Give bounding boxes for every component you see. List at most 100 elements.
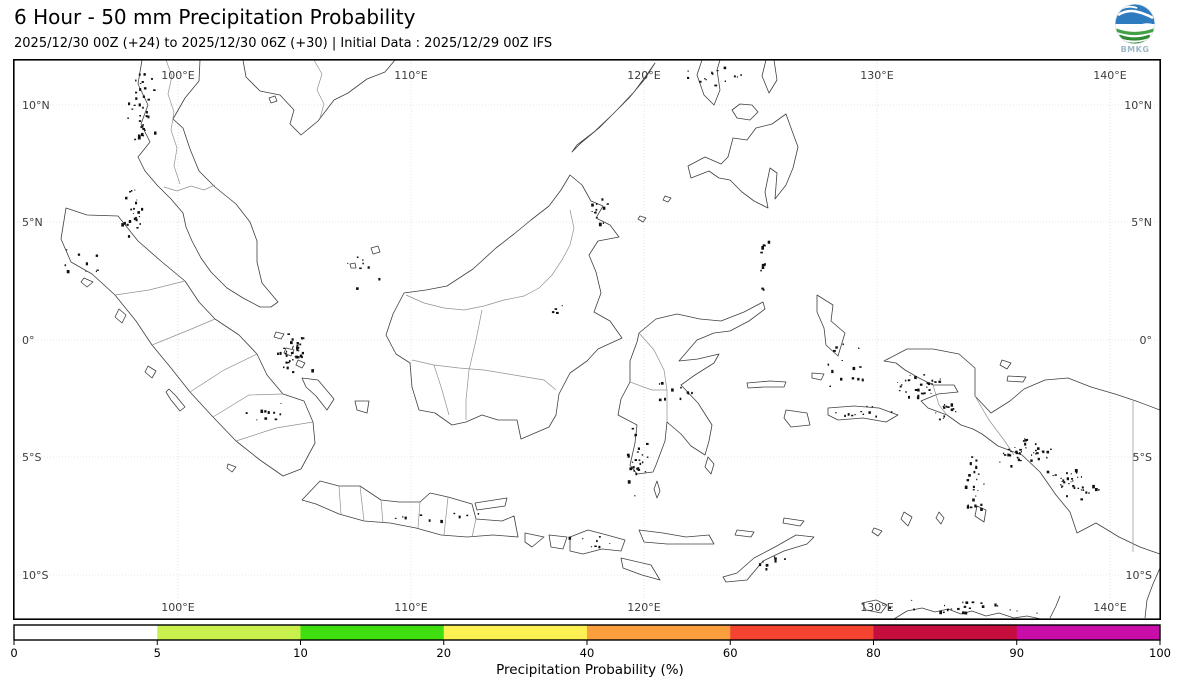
coastline-singkep <box>295 359 306 369</box>
coastline-enggano <box>226 463 237 473</box>
coastline-new-guinea <box>883 348 1160 555</box>
colorbar-tick-label: 5 <box>154 646 161 660</box>
coastline-phu-quoc <box>268 95 278 104</box>
lon-label-top: 110°E <box>394 69 427 82</box>
coastline-leyte <box>761 60 778 94</box>
coastline-aru <box>974 505 987 523</box>
coastline-selayar <box>653 480 661 499</box>
coastline-lombok <box>548 534 568 550</box>
coastline-palawan <box>571 62 656 153</box>
colorbar-scale: 0 5 10 20 40 60 80 90 100 <box>10 624 1171 660</box>
colorbar-tick-label: 90 <box>1009 646 1024 660</box>
bmkg-logo: BMKG <box>1112 3 1158 54</box>
coastline-lingga1 <box>273 331 285 340</box>
colorbar-tick-label: 10 <box>293 646 308 660</box>
colorbar-tick-label: 0 <box>10 646 17 660</box>
coastline-yapen <box>1006 375 1027 383</box>
coastline-tawitawi <box>637 215 647 223</box>
lat-label-left: 5°S <box>22 451 41 464</box>
coastline-sula <box>746 380 787 389</box>
coastline-gove-coast <box>1049 595 1061 619</box>
coastline-sumatra <box>60 207 316 477</box>
coastline-biak <box>999 359 1012 370</box>
lat-label-right: 0° <box>1140 334 1153 347</box>
coastline-belitung <box>354 400 370 414</box>
bmkg-logo-icon <box>1114 3 1156 45</box>
colorbar-tick-label: 100 <box>1149 646 1171 660</box>
coastline-sumba <box>620 557 661 581</box>
coastline-pagai <box>165 388 186 412</box>
lon-label-bottom: 100°E <box>161 601 194 614</box>
lat-label-left: 5°N <box>22 216 43 229</box>
coastline-tiwi <box>861 599 888 614</box>
colorbar-segment <box>730 625 874 640</box>
coastline-anambas <box>349 262 357 269</box>
coastline-mindanao <box>687 113 799 209</box>
colorbar-segment <box>157 625 301 640</box>
coastline-obi <box>811 372 825 381</box>
indonesia-map: 100°E 100°E 110°E 110°E 120°E 120°E 130°E 130°E… <box>13 59 1161 620</box>
colorbar-segment <box>1016 625 1161 640</box>
map-canvas: 100°E 100°E 110°E 110°E 120°E 120°E 130°E 130°E… <box>13 59 1161 620</box>
coastline-seram <box>827 405 899 423</box>
lat-label-right: 5°S <box>1133 451 1152 464</box>
colorbar-segment <box>14 625 158 640</box>
colorbar-tick-label: 20 <box>436 646 451 660</box>
lat-label-right: 5°N <box>1131 216 1152 229</box>
coastline-lingga2 <box>283 347 295 357</box>
lat-label-right: 10°S <box>1126 569 1152 582</box>
lon-label-top: 120°E <box>627 69 660 82</box>
coastline-natuna <box>370 245 381 255</box>
coastline-simeulue <box>80 277 94 288</box>
coastline-tanimbar <box>900 511 913 527</box>
coastline-bohol <box>731 103 759 121</box>
coastline-bangka <box>301 377 335 411</box>
lat-label-left: 0° <box>22 334 35 347</box>
coastline-siberut <box>144 365 157 379</box>
map-content: 100°E 100°E 110°E 110°E 120°E 120°E 130°E 130°E… <box>14 60 1160 619</box>
coastline-bali <box>524 532 545 548</box>
colorbar: 0 5 10 20 40 60 80 90 100 <box>10 624 1171 666</box>
colorbar-segment <box>587 625 731 640</box>
axis-labels: 100°E 100°E 110°E 110°E 120°E 120°E 130°E 130°E… <box>22 69 1152 614</box>
coastline-nias <box>114 308 127 324</box>
lon-label-bottom: 140°E <box>1093 601 1126 614</box>
map-frame <box>13 59 1161 620</box>
precip-speckles <box>64 66 1100 615</box>
colorbar-tick-label: 40 <box>580 646 595 660</box>
lat-label-right: 10°N <box>1124 99 1152 112</box>
colorbar-label: Precipitation Probability (%) <box>496 662 684 678</box>
colorbar-segment <box>873 625 1018 640</box>
lat-label-left: 10°N <box>22 99 50 112</box>
coastline-madura <box>474 497 508 511</box>
coastline-buru <box>783 409 811 428</box>
lon-label-top: 140°E <box>1093 69 1126 82</box>
coastline-sumbawa <box>569 529 626 555</box>
coastline-buton <box>704 456 715 475</box>
coastline-cape-york <box>1144 567 1160 619</box>
bmkg-logo-text: BMKG <box>1120 45 1150 54</box>
coastline-kai <box>935 511 945 525</box>
colorbar-tick-label: 80 <box>866 646 881 660</box>
coastline-sulawesi <box>617 301 766 475</box>
lon-label-bottom: 110°E <box>394 601 427 614</box>
validity-subtitle: 2025/12/30 00Z (+24) to 2025/12/30 06Z (… <box>14 36 553 51</box>
coastline-borneo <box>385 174 623 440</box>
lon-label-bottom: 120°E <box>627 601 660 614</box>
coastline-malay-peninsula <box>137 60 279 308</box>
admin-borders <box>114 60 1134 552</box>
lat-label-left: 10°S <box>22 569 48 582</box>
graticule-gridlines <box>14 60 1160 619</box>
coastline-jolo <box>662 195 672 203</box>
page-title: 6 Hour - 50 mm Precipitation Probability <box>14 5 416 29</box>
coastline-indochina <box>242 60 396 136</box>
colorbar-tick-label: 60 <box>723 646 738 660</box>
coastline-wetar <box>782 517 805 527</box>
lon-label-bottom: 130°E <box>860 601 893 614</box>
lon-label-top: 130°E <box>860 69 893 82</box>
colorbar-segment <box>300 625 445 640</box>
coastline-halmahera <box>816 294 846 357</box>
coastline-alor <box>734 529 755 538</box>
coastline-babar <box>871 527 883 537</box>
